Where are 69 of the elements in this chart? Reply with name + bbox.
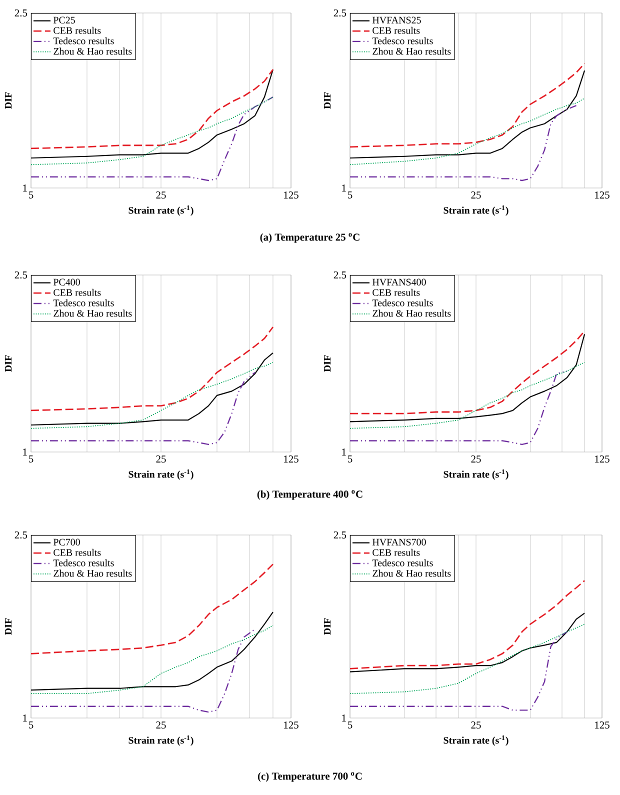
legend-label: HVFANS25 [372, 16, 421, 24]
text: (b) Temperature 400 $^{o}$C [257, 490, 362, 500]
x-tick-label: 25 [156, 192, 166, 199]
x-tick-label: 125 [284, 456, 298, 463]
legend-label: CEB results [372, 26, 420, 34]
y-tick-label: 1 [342, 448, 346, 456]
y-tick-label: 2.5 [14, 531, 28, 539]
legend-label: CEB results [372, 548, 420, 556]
x-tick-label: 5 [28, 456, 34, 462]
y-axis-title: DIF [5, 355, 12, 372]
x-tick-label: 5 [28, 192, 34, 198]
legend-label: Tedesco results [372, 559, 433, 566]
x-axis-title: Strain rate (s$^{-1}$) [128, 469, 194, 480]
legend-label: Zhou & Hao results [372, 48, 451, 55]
legend-label: Zhou & Hao results [372, 310, 451, 317]
y-tick-label: 2.5 [14, 9, 28, 17]
x-axis-title: Strain rate (s$^{-1}$) [444, 205, 508, 216]
y-tick-label: 2.5 [334, 531, 346, 539]
x-axis-title: Strain rate (s$^{-1}$) [128, 205, 194, 216]
legend-label: PC25 [53, 16, 75, 24]
text: (a) Temperature 25 $^{o}$C [260, 233, 360, 243]
legend-label: Tedesco results [53, 299, 114, 306]
legend-label: Zhou & Hao results [372, 570, 451, 577]
legend-label: Tedesco results [372, 37, 433, 44]
y-tick-label: 1 [23, 448, 27, 456]
y-tick-label: 1 [342, 184, 346, 192]
legend-label: HVFANS700 [372, 538, 426, 546]
x-tick-label: 125 [284, 192, 298, 199]
legend-label: Zhou & Hao results [54, 570, 132, 577]
x-tick-label: 125 [284, 722, 298, 729]
legend-label: CEB results [54, 548, 101, 556]
y-axis-title: DIF [324, 355, 331, 372]
legend-label: CEB results [54, 288, 101, 296]
x-tick-label: 5 [348, 722, 352, 728]
x-tick-label: 5 [28, 722, 34, 728]
x-axis-title: Strain rate (s$^{-1}$) [128, 735, 194, 746]
x-tick-label: 125 [595, 456, 610, 463]
legend-label: CEB results [54, 26, 101, 34]
legend-label: Tedesco results [53, 37, 114, 44]
y-tick-label: 2.5 [14, 271, 28, 279]
y-tick-label: 1 [23, 184, 27, 192]
legend-label: HVFANS400 [372, 278, 426, 286]
y-tick-label: 1 [342, 714, 346, 722]
y-tick-label: 1 [23, 714, 27, 722]
legend-label: Zhou & Hao results [54, 310, 132, 317]
x-axis-title: Strain rate (s$^{-1}$) [444, 469, 508, 480]
y-axis-title: DIF [5, 92, 12, 109]
y-tick-label: 2.5 [334, 9, 346, 17]
x-tick-label: 125 [595, 722, 610, 729]
x-tick-label: 25 [471, 192, 481, 199]
legend-label: PC700 [53, 538, 80, 546]
legend-label: PC400 [53, 278, 80, 286]
x-tick-label: 25 [156, 456, 166, 463]
x-tick-label: 25 [471, 722, 481, 729]
y-axis-title: DIF [5, 618, 12, 635]
x-tick-label: 5 [348, 456, 352, 462]
y-axis-title: DIF [324, 618, 331, 635]
y-tick-label: 2.5 [334, 271, 346, 279]
legend-label: Zhou & Hao results [54, 48, 132, 55]
x-tick-label: 25 [156, 722, 166, 729]
x-tick-label: 5 [348, 192, 352, 198]
legend-label: CEB results [372, 288, 420, 296]
x-tick-label: 125 [595, 192, 610, 199]
legend-label: Tedesco results [372, 299, 433, 306]
x-axis-title: Strain rate (s$^{-1}$) [444, 735, 508, 746]
text: (c) Temperature 700 $^{o}$C [258, 772, 362, 782]
y-axis-title: DIF [324, 92, 331, 109]
x-tick-label: 25 [471, 456, 481, 463]
legend-label: Tedesco results [53, 559, 114, 566]
